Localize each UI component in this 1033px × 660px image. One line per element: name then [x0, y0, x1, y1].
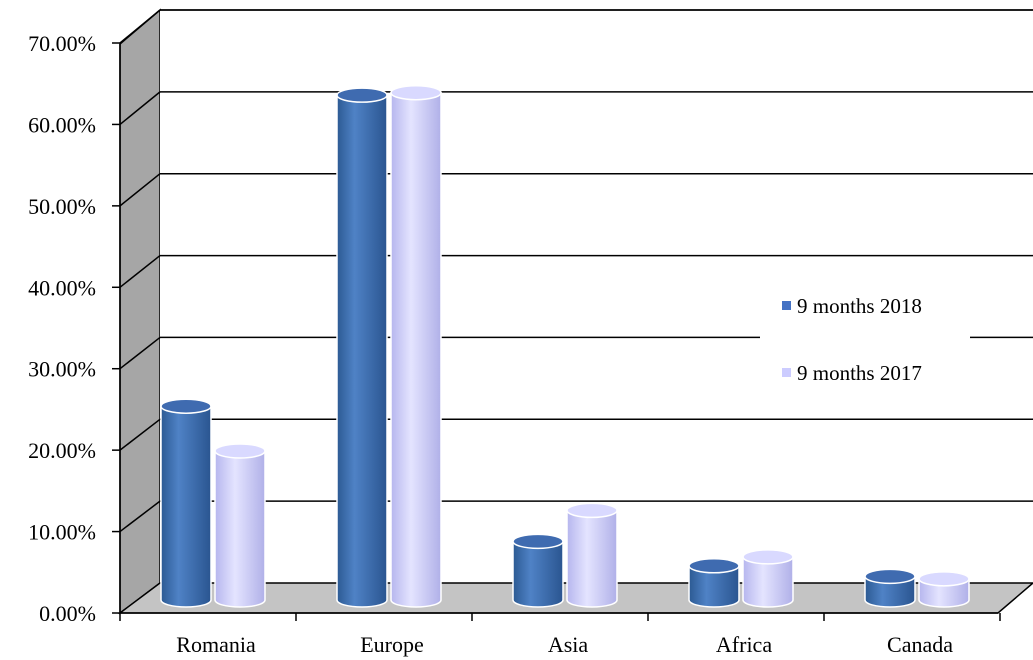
bar-9-months-2017-romania: [214, 443, 266, 608]
bar-body: [742, 556, 794, 608]
bar-body: [566, 509, 618, 608]
bar-9-months-2017-canada: [918, 571, 970, 608]
gridline-depth: [119, 91, 161, 126]
y-tick-label: 70.00%: [28, 31, 96, 56]
x-tick-label: Canada: [887, 632, 953, 657]
gridline-depth: [119, 254, 161, 288]
bar-body: [688, 565, 740, 608]
bar-9-months-2018-canada: [864, 568, 916, 608]
bar-body: [512, 540, 564, 608]
legend-swatch-1: [782, 368, 791, 377]
bar-9-months-2018-romania: [160, 398, 212, 608]
bar-9-months-2017-africa: [742, 549, 794, 608]
y-tick-label: 60.00%: [28, 112, 96, 137]
bar-9-months-2018-asia: [512, 533, 564, 608]
gridline-depth: [119, 9, 161, 44]
bar-top: [864, 568, 916, 585]
x-tick-label: Asia: [548, 632, 589, 657]
bar-body: [390, 91, 442, 608]
bar-body: [336, 94, 388, 608]
legend-item-1: 9 months 2017: [782, 361, 922, 385]
bar-top: [214, 443, 266, 459]
legend-item-0: 9 months 2018: [782, 294, 922, 318]
y-tick-label: 40.00%: [28, 275, 96, 300]
y-tick-label: 0.00%: [39, 601, 96, 626]
y-tick-label: 50.00%: [28, 194, 96, 219]
x-axis: Romania Europe Asia Africa Canada: [119, 612, 1001, 657]
y-axis: 0.00% 10.00% 20.00% 30.00% 40.00% 50.00% 60.00…: [28, 31, 121, 626]
bar-top: [742, 549, 794, 565]
x-tick-label: Europe: [360, 632, 424, 657]
bar-9-months-2018-africa: [688, 558, 740, 608]
y-tick-label: 30.00%: [28, 357, 96, 382]
bar-top: [336, 87, 388, 103]
bars: [160, 84, 970, 608]
x-tick-label: Romania: [176, 632, 256, 657]
y-tick-label: 10.00%: [28, 520, 96, 545]
gridline-depth: [119, 336, 161, 370]
bar-9-months-2017-asia: [566, 502, 618, 608]
bar-9-months-2017-europe: [390, 84, 442, 608]
bar-top: [688, 558, 740, 574]
bar-body: [864, 575, 916, 608]
bar-top: [390, 84, 442, 101]
bar-top: [566, 502, 618, 519]
bar-body: [214, 450, 266, 608]
legend-label-1: 9 months 2017: [797, 361, 922, 385]
bar-9-months-2018-europe: [336, 87, 388, 608]
bar-top: [918, 571, 970, 587]
bar-top: [512, 533, 564, 550]
side-wall: [119, 8, 161, 615]
bar-body: [918, 578, 970, 608]
legend-box: [760, 280, 970, 400]
bar-body: [160, 405, 212, 608]
gridline-depth: [119, 500, 161, 533]
bar-top: [160, 398, 212, 414]
x-tick-label: Africa: [716, 632, 772, 657]
legend-label-0: 9 months 2018: [797, 294, 922, 318]
y-tick-label: 20.00%: [28, 438, 96, 463]
legend-swatch-0: [782, 301, 791, 310]
gridline-depth: [119, 418, 161, 451]
legend: 9 months 2018 9 months 2017: [760, 280, 970, 400]
gridline-depth: [119, 173, 161, 207]
